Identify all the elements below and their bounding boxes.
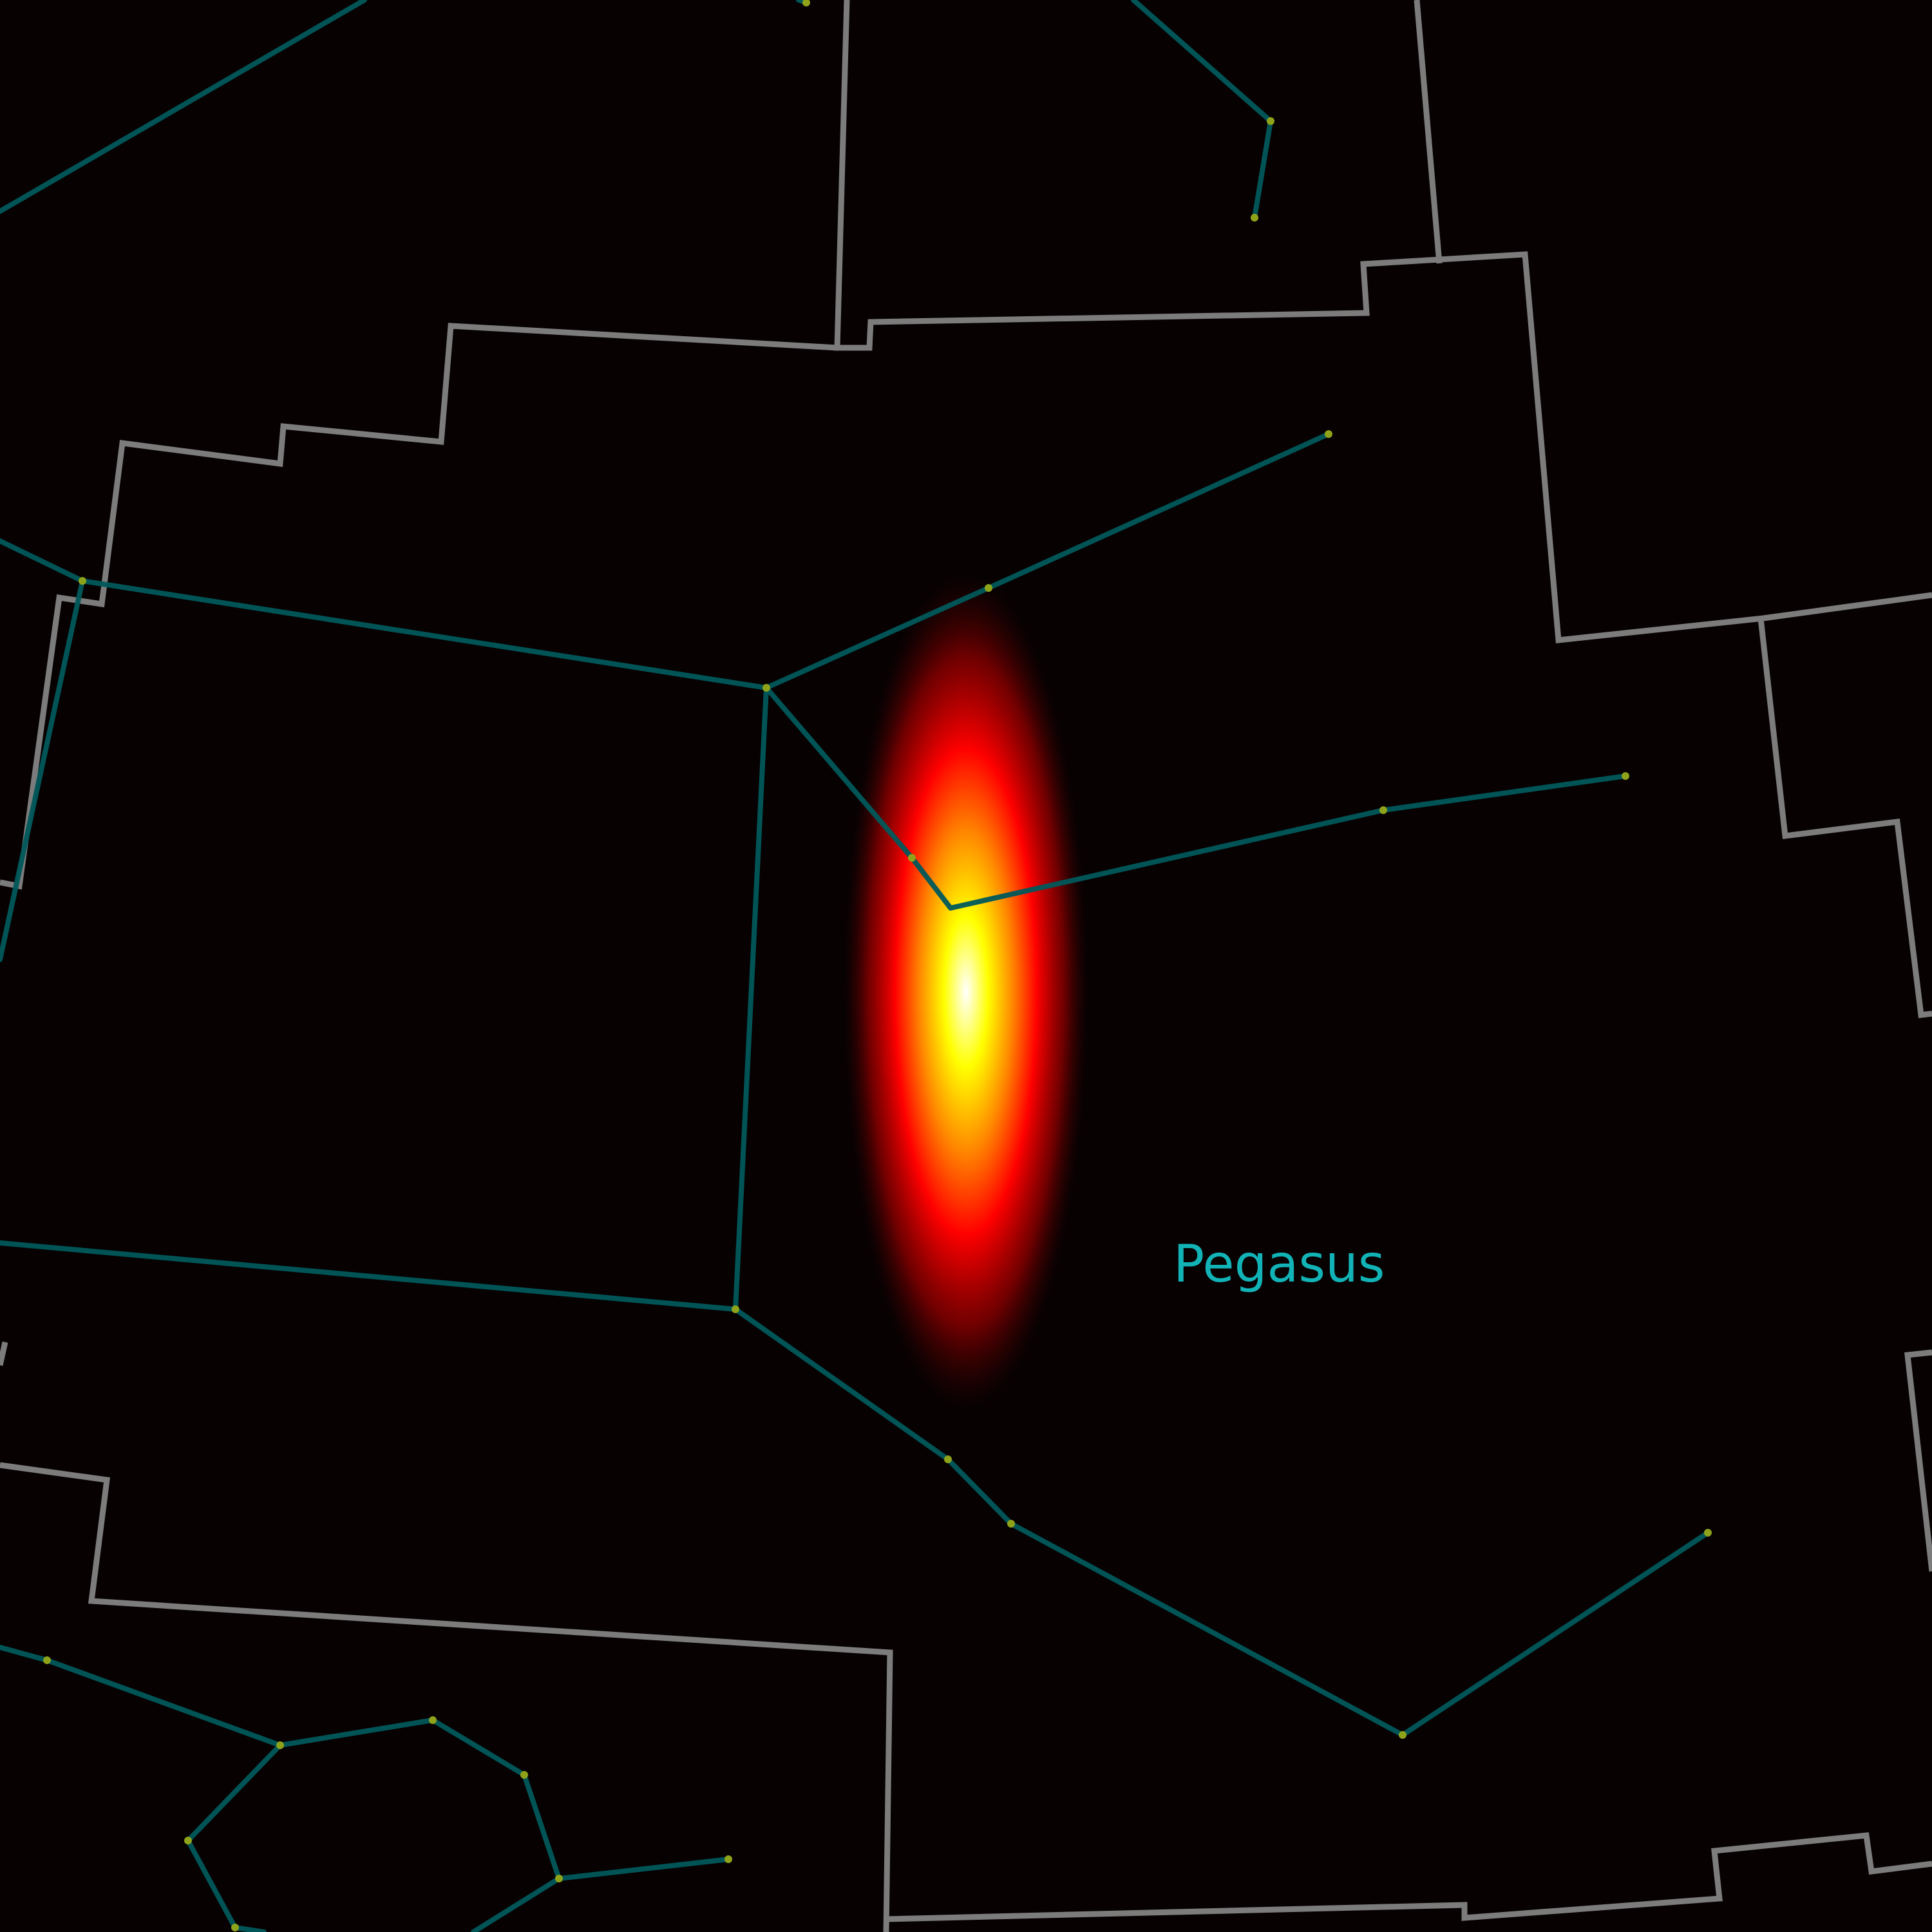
star-marker[interactable] <box>1325 430 1332 438</box>
star-marker[interactable] <box>724 1855 732 1863</box>
boundary-line <box>0 1341 8 1366</box>
star-marker[interactable] <box>520 1771 528 1779</box>
star-marker[interactable] <box>555 1875 563 1882</box>
boundary-line <box>1757 618 1932 1018</box>
boundary-line <box>1904 1349 1932 1572</box>
star-marker[interactable] <box>1399 1731 1406 1739</box>
star-marker[interactable] <box>184 1837 192 1844</box>
star-marker[interactable] <box>43 1656 51 1664</box>
figure-line <box>185 1743 283 1932</box>
figure-line <box>764 685 1628 911</box>
star-marker[interactable] <box>429 1716 437 1724</box>
star-marker[interactable] <box>802 0 810 6</box>
star-marker[interactable] <box>732 1305 739 1313</box>
boundary-line <box>886 1832 1932 1922</box>
stars <box>43 0 1712 1931</box>
figure-line <box>0 578 85 962</box>
star-marker[interactable] <box>985 584 992 592</box>
star-marker[interactable] <box>762 684 770 692</box>
star-marker[interactable] <box>1267 117 1274 125</box>
heat-hotspot <box>844 573 1088 1410</box>
star-marker[interactable] <box>944 1455 952 1463</box>
boundary-line <box>0 323 838 890</box>
star-marker[interactable] <box>276 1741 284 1749</box>
star-marker[interactable] <box>1007 1520 1015 1528</box>
star-marker[interactable] <box>1622 772 1629 780</box>
boundary-line <box>834 0 1932 643</box>
boundary-line <box>1414 0 1443 264</box>
figure-line <box>471 1876 562 1932</box>
boundary-line <box>0 1462 893 1932</box>
star-marker[interactable] <box>79 577 86 585</box>
star-marker[interactable] <box>231 1924 239 1931</box>
star-marker[interactable] <box>1251 214 1258 222</box>
star-marker[interactable] <box>908 854 916 862</box>
constellation-label: Pegasus <box>1173 1234 1385 1294</box>
figure-line <box>0 0 367 214</box>
star-marker[interactable] <box>1704 1529 1712 1537</box>
star-marker[interactable] <box>1379 806 1387 814</box>
